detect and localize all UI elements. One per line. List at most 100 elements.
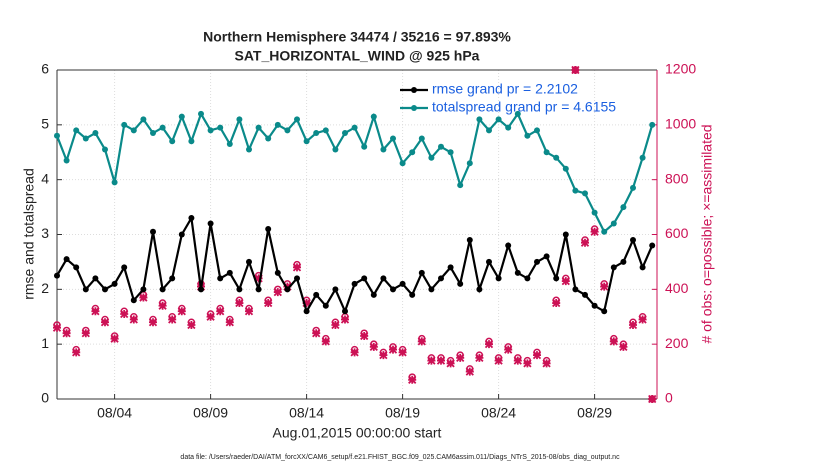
point	[610, 220, 617, 227]
point	[178, 113, 185, 120]
point	[639, 154, 646, 161]
y-tick-label: 3	[41, 225, 49, 241]
point	[198, 110, 204, 117]
point	[514, 269, 521, 276]
obs-assimilated	[312, 329, 321, 338]
y2-tick-label: 1000	[665, 116, 696, 132]
obs-assimilated	[100, 318, 110, 327]
x-tick-label: 08/29	[577, 405, 612, 421]
y2-tick-label: 400	[665, 280, 689, 296]
point	[284, 127, 291, 134]
point	[553, 154, 560, 161]
point	[294, 116, 300, 123]
obs-assimilated	[62, 329, 71, 338]
obs-assimilated	[72, 348, 81, 357]
obs-assimilated	[388, 345, 398, 354]
obs-assimilated	[110, 334, 119, 343]
point	[246, 146, 252, 153]
obs-assimilated	[475, 353, 484, 363]
point	[601, 228, 608, 235]
point	[159, 286, 166, 293]
point	[438, 143, 444, 150]
point	[399, 280, 406, 287]
y-tick-label: 0	[41, 390, 49, 406]
point	[591, 302, 598, 309]
point	[217, 124, 224, 131]
legend-marker	[411, 87, 417, 93]
point	[495, 275, 502, 282]
obs-assimilated	[465, 367, 474, 376]
point	[274, 269, 281, 276]
y-tick-label: 5	[41, 116, 49, 132]
y-axis-label: rmse and totalspread	[21, 168, 37, 300]
point	[361, 275, 368, 282]
point	[111, 179, 118, 186]
point	[572, 187, 579, 194]
point	[284, 286, 291, 293]
point	[438, 275, 444, 282]
point	[447, 264, 454, 271]
footnote: data file: /Users/raeder/DAI/ATM_forcXX/…	[180, 454, 620, 461]
obs-assimilated	[340, 315, 350, 324]
obs-assimilated	[628, 320, 638, 330]
obs-assimilated	[417, 337, 426, 346]
obs-assimilated	[456, 353, 465, 363]
point	[73, 127, 80, 134]
x-axis-label: Aug.01,2015 00:00:00 start	[273, 425, 442, 441]
point	[390, 135, 396, 142]
point	[332, 146, 339, 153]
point	[447, 149, 454, 156]
point	[380, 146, 387, 153]
point	[303, 138, 310, 145]
point	[121, 121, 128, 128]
point	[591, 209, 598, 216]
point	[476, 116, 483, 123]
point	[543, 253, 550, 260]
obs-assimilated	[532, 350, 542, 360]
obs-assimilated	[292, 263, 302, 272]
obs-assimilated	[484, 340, 494, 349]
chart-title: Northern Hemisphere 34474 / 35216 = 97.8…	[203, 29, 511, 45]
obs-assimilated	[561, 276, 570, 286]
obs-assimilated	[91, 307, 100, 316]
point	[140, 116, 147, 123]
point	[63, 157, 70, 164]
point	[236, 116, 243, 123]
series	[54, 110, 656, 235]
obs-assimilated	[129, 315, 138, 324]
point	[198, 286, 204, 293]
point	[188, 215, 195, 222]
obs-assimilated	[139, 293, 148, 302]
obs-assimilated	[302, 298, 311, 308]
y-tick-label: 6	[41, 61, 49, 77]
y-tick-label: 1	[41, 335, 49, 351]
point	[630, 184, 636, 191]
y-tick-label: 2	[41, 280, 49, 296]
point	[582, 190, 588, 197]
point	[332, 286, 339, 293]
point	[486, 258, 492, 265]
point	[236, 286, 243, 293]
point	[102, 146, 108, 153]
point	[351, 124, 358, 131]
point	[418, 269, 425, 276]
y2-tick-label: 1200	[665, 61, 696, 77]
obs-assimilated	[590, 227, 599, 236]
point	[207, 220, 214, 227]
point	[342, 308, 348, 315]
obs-assimilated	[446, 359, 455, 368]
point	[54, 272, 60, 279]
point	[524, 132, 531, 139]
point	[534, 258, 540, 265]
obs-assimilated	[648, 394, 657, 404]
point	[428, 154, 435, 161]
point	[505, 242, 512, 249]
point	[620, 258, 627, 265]
point	[361, 143, 368, 150]
point	[649, 242, 656, 249]
point	[562, 231, 569, 238]
point	[313, 291, 320, 298]
point	[418, 135, 425, 142]
point	[130, 297, 137, 304]
obs-assimilated	[254, 274, 263, 283]
